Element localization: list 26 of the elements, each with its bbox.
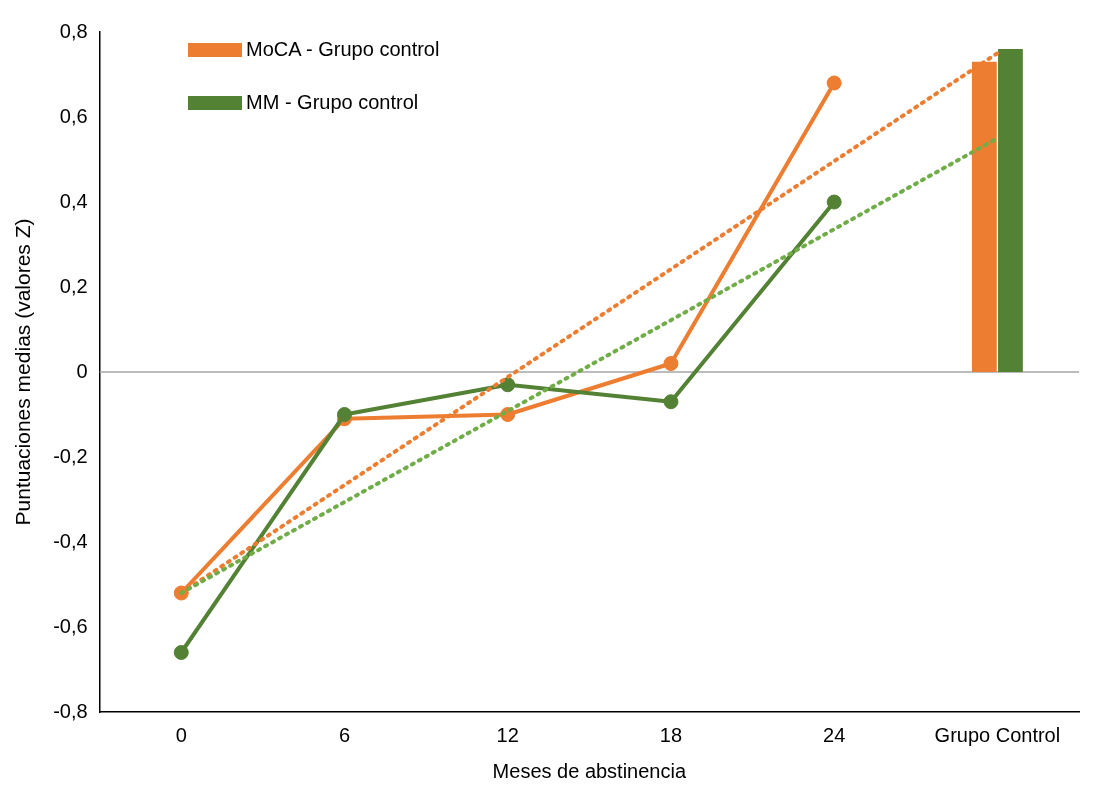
y-tick-label: 0,4 (59, 189, 88, 212)
y-tick-label: -0,8 (53, 699, 88, 722)
point (663, 356, 679, 371)
x-tick-label: 12 (496, 723, 519, 746)
point (500, 377, 516, 393)
y-tick-label: 0,6 (59, 104, 88, 127)
y-tick-label: 0 (76, 359, 88, 382)
x-axis-title: Meses de abstinencia (492, 759, 687, 782)
x-tick-label: Grupo Control (934, 723, 1061, 746)
y-tick-label: 0,2 (59, 274, 88, 297)
x-tick-label: 0 (175, 723, 187, 746)
y-tick-label: 0,8 (59, 19, 88, 42)
legend-label: MoCA - Grupo control (246, 38, 440, 61)
legend-label: MM - Grupo control (246, 91, 419, 114)
point (826, 75, 842, 91)
x-tick-label: 24 (823, 723, 846, 746)
point (173, 645, 189, 660)
x-tick-label: 6 (338, 723, 351, 746)
y-tick-label: -0,6 (53, 614, 88, 637)
point (337, 407, 352, 422)
point (663, 394, 679, 410)
y-axis-title: Puntuaciones medias (valores Z) (11, 218, 35, 526)
point (826, 194, 842, 210)
y-tick-label: -0,2 (53, 444, 88, 467)
x-tick-label: 18 (659, 723, 683, 746)
y-tick-label: -0,4 (53, 529, 88, 552)
